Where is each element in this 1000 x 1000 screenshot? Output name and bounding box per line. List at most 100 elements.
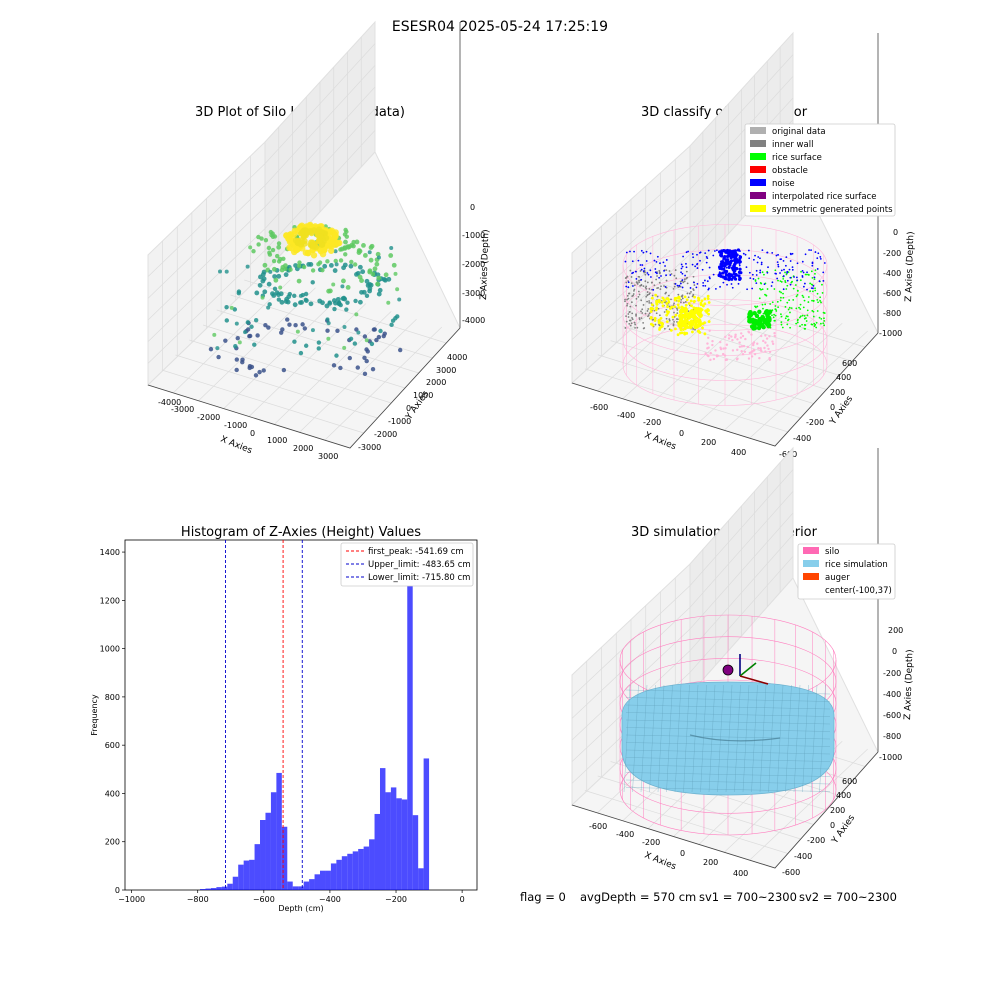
- raw-z-label: Z Axies (Depth): [479, 229, 491, 300]
- simulation-z-tick: -1000: [879, 753, 902, 762]
- classify-point: [665, 269, 668, 272]
- raw-point: [229, 305, 234, 310]
- classify-point: [774, 314, 777, 317]
- raw-point: [254, 290, 260, 296]
- classify-point: [658, 281, 661, 284]
- classify-point: [723, 275, 727, 280]
- raw-y-tick: 2000: [426, 378, 446, 387]
- classify-point: [638, 281, 641, 284]
- classify-z-tick: -400: [883, 269, 901, 278]
- raw-point: [359, 289, 364, 295]
- histogram-bar: [336, 859, 342, 890]
- classify-point: [757, 277, 760, 280]
- classify-point: [630, 322, 633, 325]
- raw-point: [278, 291, 284, 297]
- raw-point: [296, 278, 302, 284]
- classify-point: [685, 266, 688, 269]
- classify-point: [705, 310, 709, 314]
- classify-point: [696, 318, 702, 323]
- classify-point: [632, 294, 635, 297]
- classify-point: [796, 321, 799, 324]
- classify-point: [741, 334, 745, 338]
- classify-point: [779, 296, 782, 299]
- classify-point: [626, 294, 629, 297]
- classify-legend-swatch: [750, 166, 766, 173]
- classify-point: [823, 324, 826, 327]
- simulation-rice-mesh: [625, 689, 831, 695]
- classify-point: [684, 274, 686, 277]
- classify-point: [789, 260, 792, 262]
- classify-point: [654, 323, 657, 326]
- classify-point: [625, 251, 628, 254]
- raw-x-tick: -3000: [171, 405, 194, 414]
- simulation-z-tick: 0: [892, 647, 897, 656]
- raw-point: [308, 230, 315, 237]
- classify-point: [680, 295, 683, 298]
- classify-point: [730, 335, 733, 338]
- classify-point: [736, 248, 741, 252]
- classify-point: [819, 257, 822, 260]
- raw-point: [276, 273, 282, 279]
- histogram-bar: [374, 813, 380, 890]
- classify-point: [798, 316, 801, 319]
- raw-point: [308, 239, 315, 246]
- classify-point: [748, 257, 751, 260]
- classify-point: [723, 269, 727, 274]
- raw-point: [376, 334, 382, 340]
- histogram-bar: [260, 820, 266, 890]
- classify-point: [645, 295, 648, 298]
- classify-y-tick: 400: [836, 373, 851, 382]
- classify-point: [682, 281, 685, 284]
- classify-point: [740, 345, 744, 348]
- classify-legend-swatch: [750, 192, 766, 199]
- raw-point: [266, 245, 272, 251]
- raw-point: [243, 330, 248, 335]
- classify-point: [642, 327, 645, 330]
- classify-point: [814, 251, 817, 253]
- raw-point: [326, 336, 331, 341]
- classify-point: [649, 315, 653, 319]
- classify-point: [692, 310, 697, 315]
- classify-point: [786, 301, 789, 304]
- classify-point: [738, 264, 741, 267]
- classify-point: [823, 320, 826, 322]
- classify-grid: [584, 368, 788, 433]
- classify-point: [667, 325, 669, 327]
- classify-point: [696, 329, 700, 333]
- raw-point: [397, 297, 402, 302]
- classify-point: [651, 281, 653, 284]
- raw-point: [357, 274, 363, 280]
- raw-z-tick: 0: [470, 203, 475, 212]
- classify-point: [794, 284, 797, 286]
- raw-point: [375, 281, 380, 287]
- simulation-rice-mesh: [625, 697, 831, 702]
- classify-point: [642, 251, 645, 254]
- classify-point: [667, 294, 670, 297]
- simulation-legend-label: silo: [825, 547, 839, 557]
- classify-point: [767, 266, 769, 269]
- simulation-y-tick: 200: [830, 806, 845, 815]
- simulation-rice-dip: [689, 734, 781, 742]
- histogram-x-ticks: −1000 −800 −600 −400 −200 0: [118, 890, 465, 904]
- classify-point: [763, 283, 766, 286]
- simulation-rice-mesh: [640, 684, 648, 793]
- classify-point: [635, 281, 638, 284]
- classify-point: [639, 270, 642, 272]
- raw-point: [333, 258, 338, 264]
- classify-y-tick: 600: [842, 359, 857, 368]
- classify-legend-label: interpolated rice surface: [772, 192, 877, 202]
- classify-point: [658, 269, 661, 272]
- raw-point: [260, 278, 266, 284]
- classify-point: [764, 308, 770, 314]
- classify-point: [627, 297, 630, 300]
- classify-point: [775, 310, 778, 312]
- simulation-rice-mesh: [625, 764, 831, 770]
- classify-point: [639, 284, 642, 287]
- raw-y-tick: -3000: [358, 443, 381, 452]
- classify-point: [761, 271, 764, 274]
- raw-point: [354, 327, 359, 332]
- classify-point: [688, 324, 693, 329]
- classify-point: [805, 320, 808, 322]
- classify-point: [731, 249, 736, 253]
- panel-classify: 3D classify of Silo Interior -600 -400 -…: [571, 31, 916, 459]
